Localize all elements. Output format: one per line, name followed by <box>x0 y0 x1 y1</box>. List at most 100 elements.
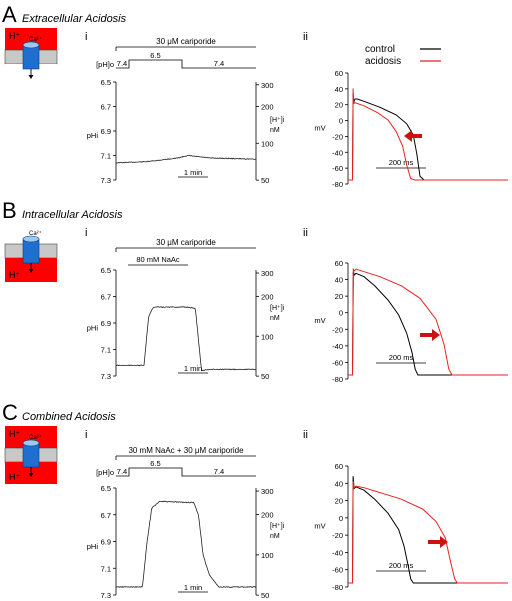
cell-cartoon: H⁺ Ca²⁺ <box>4 224 58 282</box>
ap-tick-label: 20 <box>335 101 343 110</box>
phi-trace <box>116 306 257 372</box>
phi-axis-label: pHi <box>87 131 99 140</box>
phi-tick-label: 6.9 <box>101 127 111 136</box>
pho-label: [pH]o <box>96 468 114 477</box>
ap-tick-label: 40 <box>335 479 343 488</box>
sub-label-i: i <box>85 31 87 43</box>
h-label-top: H⁺ <box>9 429 20 439</box>
sub-label-ii: ii <box>303 31 308 43</box>
phi-axis-label: pHi <box>87 542 99 551</box>
h-tick-label: 300 <box>261 81 274 90</box>
ap-scale-label: 200 ms <box>389 353 414 362</box>
ap-tick-label: -20 <box>332 325 343 334</box>
ap-tick-label: -60 <box>332 566 343 575</box>
ap-tick-label: 20 <box>335 497 343 506</box>
ap-trace-acidosis <box>348 267 508 376</box>
phi-tick-label: 6.7 <box>101 293 111 302</box>
ap-tick-label: 20 <box>335 292 343 301</box>
ap-tick-label: -40 <box>332 548 343 557</box>
channel-icon <box>22 44 40 70</box>
h-tick-label: 100 <box>261 551 274 560</box>
time-scale-label: 1 min <box>184 168 202 177</box>
ap-plot: 60 40 20 0 -20 -40 -60 -80 mV 200 ms <box>314 259 508 384</box>
h-label-top: H⁺ <box>9 31 20 41</box>
panel-title: Combined Acidosis <box>22 411 116 423</box>
h-tick-label: 100 <box>261 139 274 148</box>
drug-label: 30 mM NaAc + 30 μM cariporide <box>128 446 244 455</box>
h-tick-label: 200 <box>261 292 274 301</box>
ap-tick-label: 40 <box>335 276 343 285</box>
phi-tick-label: 7.1 <box>101 152 111 161</box>
panel-title: Extracellular Acidosis <box>22 13 127 25</box>
h-label-bottom: H⁺ <box>9 270 20 280</box>
extracellular-red-region <box>5 28 57 50</box>
time-scale-label: 1 min <box>184 364 202 373</box>
panel-letter: C <box>2 400 18 425</box>
pho-step-1: 7.4 <box>117 59 127 68</box>
h-tick-label: 300 <box>261 269 274 278</box>
pho-step-3: 7.4 <box>214 467 224 476</box>
pho-step-2: 6.5 <box>150 51 160 60</box>
legend-control: control <box>365 44 395 55</box>
left-arrow-icon <box>404 130 422 142</box>
ca-label: Ca²⁺ <box>29 434 42 441</box>
extracellular-region <box>5 224 57 244</box>
h-tick-label: 50 <box>261 591 269 600</box>
pho-step-line <box>116 59 256 69</box>
h-tick-label: 200 <box>261 102 274 111</box>
ap-tick-label: 0 <box>339 309 343 318</box>
ap-axis-label: mV <box>314 316 325 325</box>
ap-axis-label: mV <box>314 124 325 133</box>
ap-trace-control <box>348 93 508 181</box>
phi-tick-label: 7.3 <box>101 176 111 185</box>
ca-label: Ca²⁺ <box>29 36 42 43</box>
ap-tick-label: -20 <box>332 132 343 141</box>
pho-protocol: [pH]o 7.46.57.4 <box>96 51 256 69</box>
ap-tick-label: -80 <box>332 583 343 592</box>
arrowhead-icon <box>28 75 34 79</box>
phi-tick-label: 6.7 <box>101 511 111 520</box>
nac-label: 80 mM NaAc <box>136 255 180 264</box>
channel-icon <box>22 238 40 264</box>
h-axis-label: [H⁺]i <box>270 305 285 312</box>
ap-trace-control <box>348 476 508 584</box>
ap-tick-label: -20 <box>332 531 343 540</box>
sub-label-ii: ii <box>303 227 308 239</box>
phi-tick-label: 7.3 <box>101 591 111 600</box>
phi-trace <box>115 500 257 588</box>
phi-tick-label: 6.5 <box>101 266 111 275</box>
h-axis-unit: nM <box>270 127 280 134</box>
ap-axis-label: mV <box>314 522 325 531</box>
pho-step-1: 7.4 <box>117 467 127 476</box>
channel-icon <box>22 442 40 468</box>
ap-tick-label: -40 <box>332 148 343 157</box>
h-tick-label: 100 <box>261 332 274 341</box>
ap-tick-label: 0 <box>339 117 343 126</box>
h-axis-label: [H⁺]i <box>270 523 285 530</box>
shift-arrow-icon <box>420 329 440 341</box>
phi-tick-label: 7.3 <box>101 372 111 381</box>
ap-tick-label: 0 <box>339 514 343 523</box>
channel-top-icon <box>22 235 40 243</box>
pho-step-3: 7.4 <box>214 59 224 68</box>
right-arrow-icon <box>428 536 448 548</box>
extracellular-red-region <box>5 426 57 448</box>
ap-trace-acidosis <box>348 481 508 584</box>
phi-tick-label: 6.5 <box>101 78 111 87</box>
drug-label: 30 μM cariporide <box>156 37 216 46</box>
h-axis-unit: nM <box>270 533 280 540</box>
phi-axis-label: pHi <box>87 323 99 332</box>
ap-tick-label: -80 <box>332 375 343 384</box>
ap-tick-label: -60 <box>332 358 343 367</box>
phi-plot: 30 mM NaAc + 30 μM cariporide[pH]o 7.46.5… <box>87 446 285 600</box>
sub-label-i: i <box>85 429 87 441</box>
ap-trace-acidosis <box>348 88 508 181</box>
channel-top-icon <box>22 41 40 49</box>
sub-label-ii: ii <box>303 429 308 441</box>
sub-label-i: i <box>85 227 87 239</box>
ca-label: Ca²⁺ <box>29 230 42 237</box>
ap-tick-label: 60 <box>335 462 343 471</box>
ap-tick-label: -40 <box>332 342 343 351</box>
h-tick-label: 50 <box>261 372 269 381</box>
